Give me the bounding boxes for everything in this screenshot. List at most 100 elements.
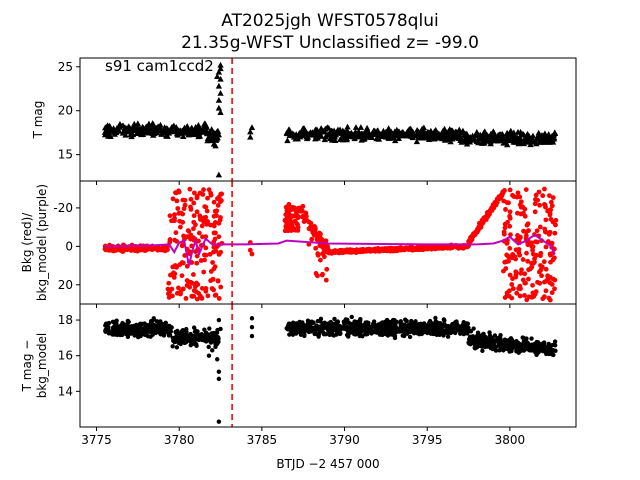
residual-point xyxy=(296,322,301,328)
bkg-point xyxy=(194,193,200,199)
x-tick-label: 3775 xyxy=(81,433,112,447)
tmag-point xyxy=(189,127,197,134)
bkg-point xyxy=(430,244,436,250)
y-axis-label: Bkg (red)/bkg_model (purple) xyxy=(20,184,49,301)
bkg-point xyxy=(502,225,508,231)
bkg-point xyxy=(550,195,556,201)
residual-point xyxy=(431,322,436,327)
tmag-point xyxy=(180,129,187,136)
tmag-point xyxy=(449,132,457,139)
residual-point xyxy=(448,328,453,333)
residual-point xyxy=(535,350,540,355)
bkg-point xyxy=(553,222,558,228)
residual-point xyxy=(401,325,407,331)
bkg-point xyxy=(548,199,554,205)
residual-point xyxy=(191,325,197,330)
tmag-point xyxy=(365,128,372,135)
residual-point xyxy=(305,327,310,333)
bkg-point xyxy=(171,270,176,276)
residual-point xyxy=(138,333,143,339)
tmag-point xyxy=(284,137,291,144)
bkg-point xyxy=(174,198,180,204)
bkg-point xyxy=(552,230,558,236)
residual-point xyxy=(176,336,182,341)
bkg-point xyxy=(532,209,538,215)
bkg-point xyxy=(518,286,523,292)
residual-point xyxy=(491,342,497,347)
bkg-point xyxy=(472,232,478,238)
residual-point xyxy=(441,323,446,329)
residual-point xyxy=(376,322,381,327)
tmag-point xyxy=(215,82,223,89)
tmag-point xyxy=(191,131,199,138)
bkg-point xyxy=(533,192,539,198)
tmag-point xyxy=(481,128,488,135)
bkg-point xyxy=(530,290,536,296)
residual-point xyxy=(216,336,221,341)
bkg-point xyxy=(502,295,508,300)
residual-point xyxy=(346,334,351,339)
bkg-point xyxy=(540,193,546,199)
residual-point xyxy=(202,327,207,332)
residual-point xyxy=(403,317,408,322)
bkg-point xyxy=(514,194,520,200)
bkg-point xyxy=(549,203,555,209)
bkg-point xyxy=(501,268,506,274)
tmag-point xyxy=(208,126,215,132)
tmag-point xyxy=(162,126,169,133)
tmag-point xyxy=(505,137,513,144)
tmag-point xyxy=(304,133,312,140)
residual-point xyxy=(427,326,433,331)
bkg-point xyxy=(507,272,513,278)
residual-point xyxy=(533,345,538,350)
tmag-point xyxy=(490,133,497,140)
bkg-point xyxy=(214,208,220,214)
bkg-point xyxy=(166,295,172,300)
tmag-point xyxy=(125,126,133,132)
residual-point xyxy=(541,340,546,346)
panel-2-data xyxy=(102,186,559,303)
tmag-point xyxy=(139,125,147,132)
residual-point xyxy=(498,333,503,338)
tmag-point xyxy=(413,138,421,145)
tmag-point xyxy=(196,132,204,139)
panel-3: 14 16 18 T mag −bkg_model 3775 3780 3785 3790 37… xyxy=(20,303,577,447)
residual-point xyxy=(553,348,558,353)
bkg-point xyxy=(194,209,200,215)
bkg-point xyxy=(176,188,182,194)
tmag-point xyxy=(317,132,325,139)
tmag-point xyxy=(340,129,348,135)
bkg-point xyxy=(539,273,544,279)
bkg-point xyxy=(298,208,304,214)
bkg-point xyxy=(193,289,199,295)
residual-point xyxy=(465,321,471,326)
tmag-point xyxy=(474,138,481,145)
tmag-point xyxy=(321,136,328,143)
residual-point xyxy=(416,321,422,327)
residual-point xyxy=(392,335,398,341)
bkg-point xyxy=(208,192,214,198)
tmag-point xyxy=(517,136,525,143)
bkg-point xyxy=(320,251,326,257)
tmag-point xyxy=(344,123,351,130)
bkg-point xyxy=(366,246,372,252)
bkg-point xyxy=(187,186,193,192)
residual-point xyxy=(450,321,455,327)
tmag-point xyxy=(482,133,490,140)
bkg-point xyxy=(219,198,224,203)
bkg-point xyxy=(213,292,219,298)
tmag-point xyxy=(312,126,319,133)
residual-point xyxy=(207,337,212,343)
bkg-point xyxy=(481,216,487,222)
bkg-point xyxy=(507,254,512,260)
residual-point xyxy=(493,348,499,353)
residual-point xyxy=(500,345,506,351)
panel-frame xyxy=(79,303,577,428)
bkg-point xyxy=(184,278,190,283)
tmag-point xyxy=(367,132,375,139)
bkg-point xyxy=(209,286,215,291)
bkg-point xyxy=(208,278,214,284)
bkg-point xyxy=(293,213,298,218)
bkg-point xyxy=(324,266,330,272)
y-tick-label: 15 xyxy=(58,148,73,162)
